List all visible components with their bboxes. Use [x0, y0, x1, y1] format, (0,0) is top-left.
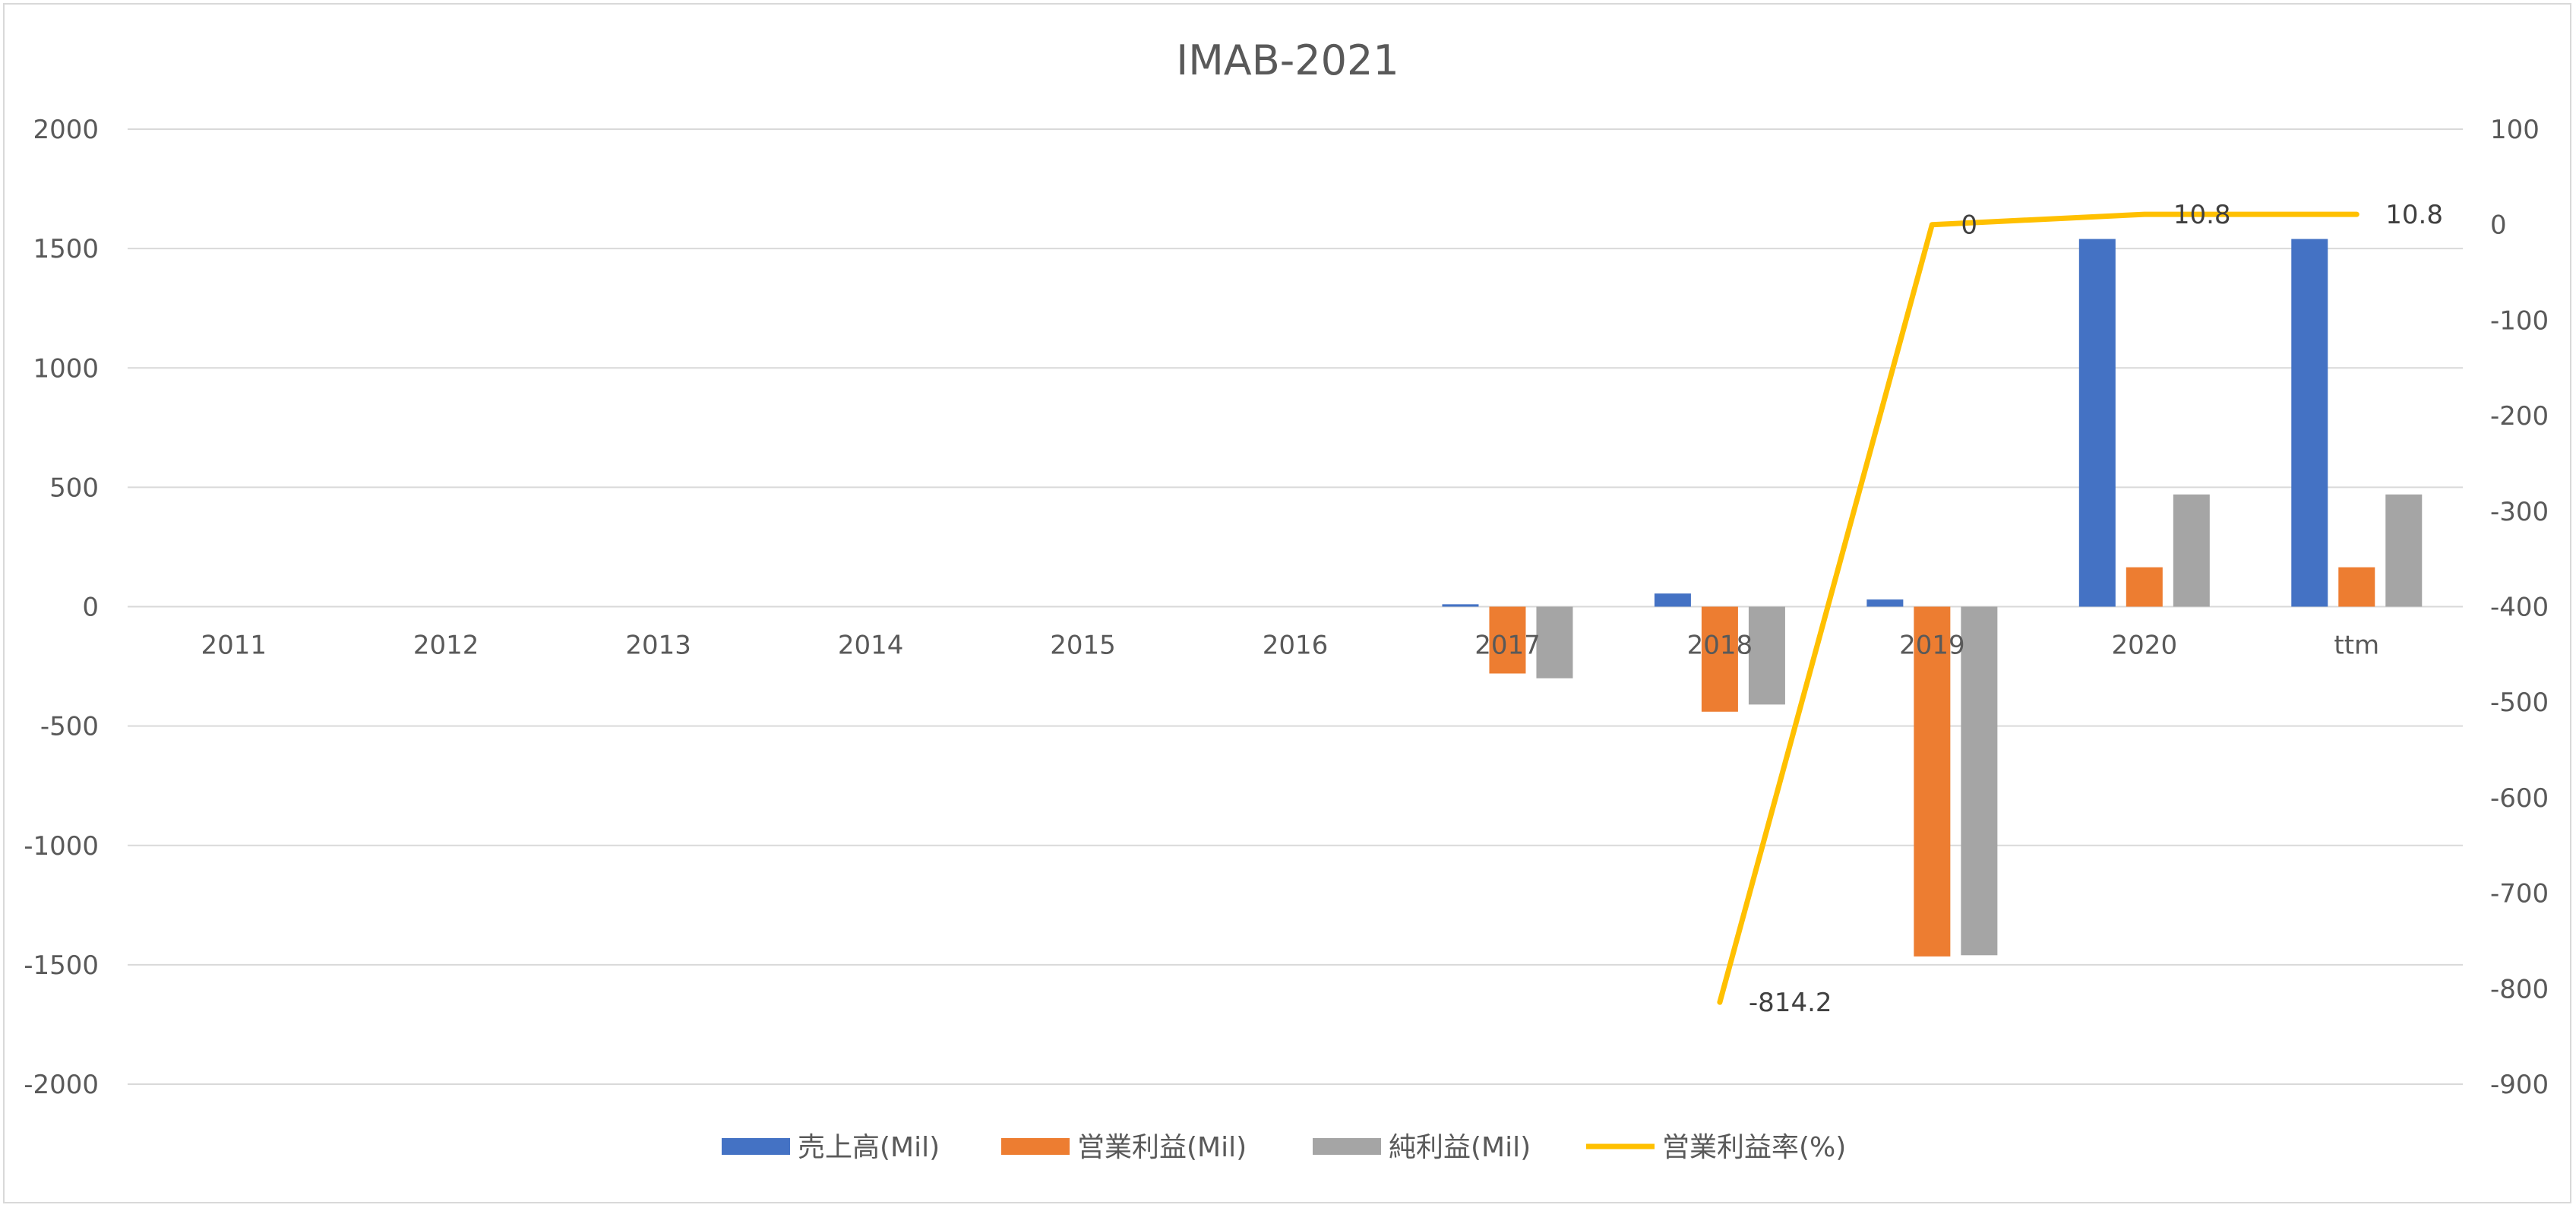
- bar-0-ttm: [2291, 239, 2328, 607]
- legend-swatch: [1313, 1138, 1381, 1155]
- category-label: ttm: [2334, 631, 2379, 661]
- bar-2-2020: [2173, 494, 2210, 607]
- right-tick-label: -900: [2490, 1070, 2549, 1100]
- data-labels: -814.2 0 10.8 10.8: [1749, 200, 2443, 1018]
- category-label: 2018: [1687, 631, 1753, 661]
- left-tick-label: -1000: [24, 831, 99, 862]
- data-label: 0: [1961, 210, 1977, 241]
- left-tick-label: 0: [82, 593, 99, 623]
- category-label: 2015: [1050, 631, 1116, 661]
- bar-2-2017: [1536, 606, 1573, 678]
- category-label: 2013: [625, 631, 691, 661]
- category-label: 2020: [2112, 631, 2178, 661]
- right-tick-label: -100: [2490, 305, 2549, 336]
- category-label: 2012: [413, 631, 479, 661]
- legend-swatch: [722, 1138, 790, 1155]
- right-tick-label: -600: [2490, 783, 2549, 814]
- right-tick-label: -400: [2490, 593, 2549, 623]
- left-axis-ticks: 2000 1500 1000 500 0 -500 -1000 -1500 -2000: [24, 115, 99, 1100]
- bar-2-2018: [1748, 606, 1785, 705]
- legend: 売上高(Mil) 営業利益(Mil) 純利益(Mil) 営業利益率(%): [722, 1132, 1846, 1163]
- margin-line: [1717, 211, 2359, 1005]
- bar-1-2018: [1701, 606, 1738, 712]
- data-label: -814.2: [1749, 988, 1832, 1018]
- bar-2-2019: [1961, 606, 1998, 956]
- margin-line-path: [1717, 211, 2359, 1005]
- legend-label: 売上高(Mil): [798, 1132, 940, 1163]
- left-tick-label: 2000: [33, 115, 99, 145]
- chart-title: IMAB-2021: [1176, 36, 1399, 84]
- bar-1-2017: [1489, 606, 1526, 674]
- bar-1-2019: [1914, 606, 1951, 957]
- bar-1-ttm: [2338, 567, 2375, 607]
- category-label: 2017: [1474, 631, 1541, 661]
- category-label: 2014: [838, 631, 904, 661]
- category-labels: 2011 2012 2013 2014 2015 2016 2017 2018 2019 2020…: [201, 631, 2379, 661]
- bar-0-2017: [1442, 604, 1479, 607]
- right-tick-label: -300: [2490, 497, 2549, 527]
- left-tick-label: -1500: [24, 950, 99, 981]
- left-tick-label: -2000: [24, 1070, 99, 1100]
- right-tick-label: -800: [2490, 974, 2549, 1004]
- left-tick-label: 500: [49, 473, 99, 503]
- legend-label: 営業利益(Mil): [1077, 1132, 1247, 1163]
- category-label: 2011: [201, 631, 267, 661]
- right-tick-label: 100: [2490, 115, 2540, 145]
- left-tick-label: 1500: [33, 234, 99, 264]
- left-tick-label: 1000: [33, 353, 99, 384]
- bar-0-2020: [2078, 239, 2116, 607]
- right-tick-label: -500: [2490, 688, 2549, 718]
- data-label: 10.8: [2173, 200, 2231, 230]
- bar-0-2018: [1654, 593, 1691, 607]
- bar-0-2019: [1866, 599, 1904, 607]
- right-tick-label: -200: [2490, 401, 2549, 432]
- right-axis-ticks: 100 0 -100 -200 -300 -400 -500 -600 -700 -800 -900: [2490, 115, 2549, 1100]
- legend-swatch: [1001, 1138, 1070, 1155]
- legend-label: 純利益(Mil): [1389, 1132, 1531, 1163]
- bars: [1442, 239, 2423, 957]
- category-label: 2016: [1263, 631, 1329, 661]
- bar-2-ttm: [2385, 494, 2423, 607]
- category-label: 2019: [1899, 631, 1965, 661]
- data-label: 10.8: [2385, 200, 2443, 230]
- bar-1-2020: [2126, 567, 2163, 607]
- right-tick-label: -700: [2490, 879, 2549, 909]
- gridlines: [128, 128, 2463, 1085]
- right-tick-label: 0: [2490, 210, 2507, 241]
- legend-label: 営業利益率(%): [1662, 1132, 1846, 1163]
- left-tick-label: -500: [40, 712, 99, 742]
